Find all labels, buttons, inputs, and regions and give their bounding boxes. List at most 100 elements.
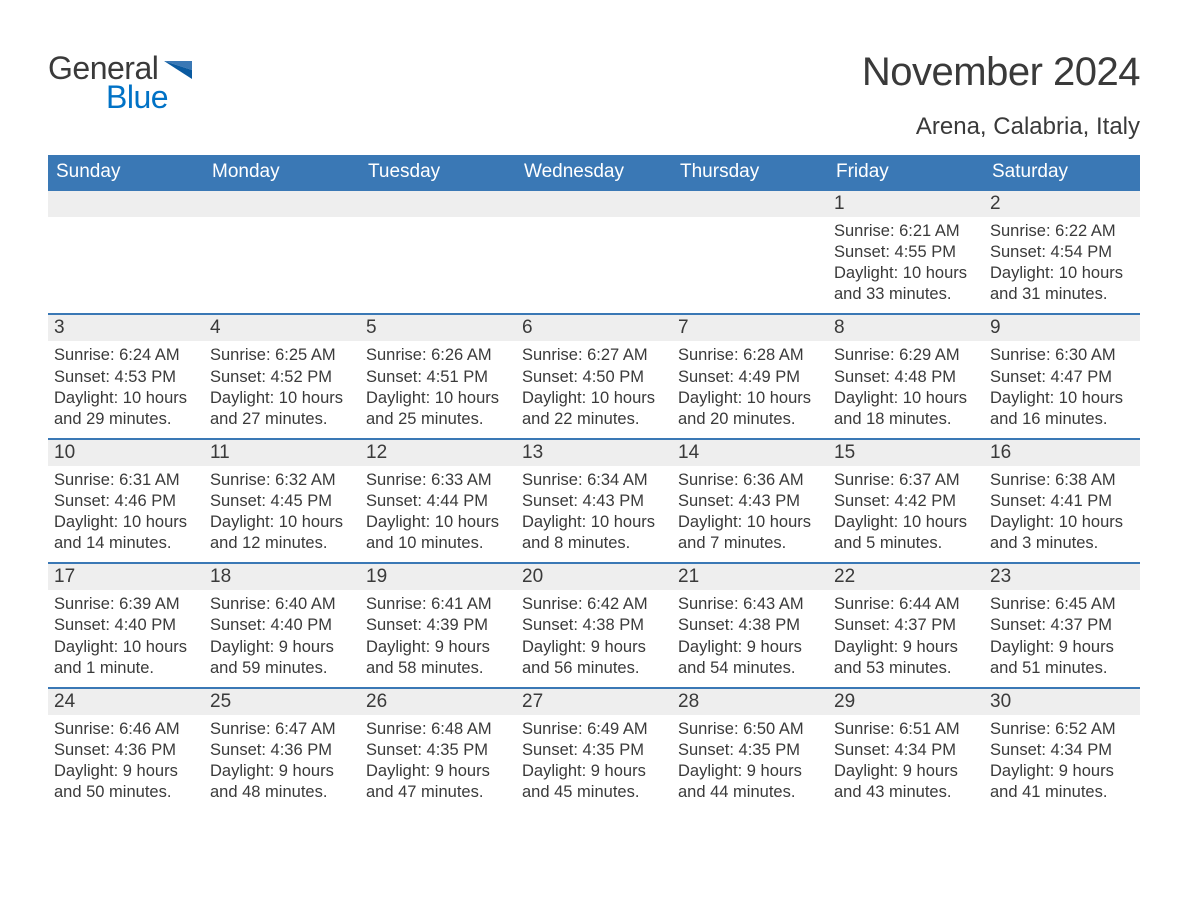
daylight-text: Daylight: 9 hours and 45 minutes.: [522, 761, 666, 803]
day-number: 27: [516, 689, 672, 715]
header: General Blue November 2024 Arena, Calabr…: [48, 50, 1140, 141]
day-cell: 5Sunrise: 6:26 AMSunset: 4:51 PMDaylight…: [360, 315, 516, 437]
day-number: 1: [828, 191, 984, 217]
day-content: Sunrise: 6:25 AMSunset: 4:52 PMDaylight:…: [204, 341, 360, 437]
daylight-text: Daylight: 10 hours and 18 minutes.: [834, 388, 978, 430]
daylight-text: Daylight: 9 hours and 41 minutes.: [990, 761, 1134, 803]
logo-blue-text: Blue: [106, 79, 168, 116]
day-number: 29: [828, 689, 984, 715]
daylight-text: Daylight: 9 hours and 59 minutes.: [210, 637, 354, 679]
sunset-text: Sunset: 4:36 PM: [210, 740, 354, 761]
sunrise-text: Sunrise: 6:48 AM: [366, 719, 510, 740]
sunrise-text: Sunrise: 6:27 AM: [522, 345, 666, 366]
daylight-text: Daylight: 10 hours and 12 minutes.: [210, 512, 354, 554]
sunrise-text: Sunrise: 6:40 AM: [210, 594, 354, 615]
day-number: 17: [48, 564, 204, 590]
daylight-text: Daylight: 9 hours and 43 minutes.: [834, 761, 978, 803]
weekday-header: Wednesday: [516, 155, 672, 189]
day-cell: 11Sunrise: 6:32 AMSunset: 4:45 PMDayligh…: [204, 440, 360, 562]
day-number: [672, 191, 828, 217]
sunrise-text: Sunrise: 6:36 AM: [678, 470, 822, 491]
sunset-text: Sunset: 4:37 PM: [990, 615, 1134, 636]
day-number: 30: [984, 689, 1140, 715]
day-content: Sunrise: 6:44 AMSunset: 4:37 PMDaylight:…: [828, 590, 984, 686]
day-number: 11: [204, 440, 360, 466]
sunset-text: Sunset: 4:38 PM: [522, 615, 666, 636]
day-content: Sunrise: 6:31 AMSunset: 4:46 PMDaylight:…: [48, 466, 204, 562]
daylight-text: Daylight: 10 hours and 27 minutes.: [210, 388, 354, 430]
sunset-text: Sunset: 4:52 PM: [210, 367, 354, 388]
daylight-text: Daylight: 10 hours and 16 minutes.: [990, 388, 1134, 430]
day-number: 28: [672, 689, 828, 715]
day-number: [204, 191, 360, 217]
day-content: Sunrise: 6:37 AMSunset: 4:42 PMDaylight:…: [828, 466, 984, 562]
sunset-text: Sunset: 4:49 PM: [678, 367, 822, 388]
daylight-text: Daylight: 10 hours and 7 minutes.: [678, 512, 822, 554]
day-cell: 4Sunrise: 6:25 AMSunset: 4:52 PMDaylight…: [204, 315, 360, 437]
sunrise-text: Sunrise: 6:46 AM: [54, 719, 198, 740]
week-row: 17Sunrise: 6:39 AMSunset: 4:40 PMDayligh…: [48, 562, 1140, 686]
week-row: 1Sunrise: 6:21 AMSunset: 4:55 PMDaylight…: [48, 189, 1140, 313]
sunset-text: Sunset: 4:41 PM: [990, 491, 1134, 512]
day-content: Sunrise: 6:48 AMSunset: 4:35 PMDaylight:…: [360, 715, 516, 811]
daylight-text: Daylight: 10 hours and 14 minutes.: [54, 512, 198, 554]
day-content: Sunrise: 6:24 AMSunset: 4:53 PMDaylight:…: [48, 341, 204, 437]
day-content: Sunrise: 6:40 AMSunset: 4:40 PMDaylight:…: [204, 590, 360, 686]
daylight-text: Daylight: 10 hours and 31 minutes.: [990, 263, 1134, 305]
sunrise-text: Sunrise: 6:28 AM: [678, 345, 822, 366]
daylight-text: Daylight: 9 hours and 50 minutes.: [54, 761, 198, 803]
sunrise-text: Sunrise: 6:39 AM: [54, 594, 198, 615]
day-cell: 17Sunrise: 6:39 AMSunset: 4:40 PMDayligh…: [48, 564, 204, 686]
sunset-text: Sunset: 4:45 PM: [210, 491, 354, 512]
calendar: Sunday Monday Tuesday Wednesday Thursday…: [48, 155, 1140, 811]
day-number: 10: [48, 440, 204, 466]
sunset-text: Sunset: 4:54 PM: [990, 242, 1134, 263]
day-cell: 21Sunrise: 6:43 AMSunset: 4:38 PMDayligh…: [672, 564, 828, 686]
day-number: [48, 191, 204, 217]
day-cell: 16Sunrise: 6:38 AMSunset: 4:41 PMDayligh…: [984, 440, 1140, 562]
sunset-text: Sunset: 4:40 PM: [54, 615, 198, 636]
day-cell: 15Sunrise: 6:37 AMSunset: 4:42 PMDayligh…: [828, 440, 984, 562]
day-cell: 23Sunrise: 6:45 AMSunset: 4:37 PMDayligh…: [984, 564, 1140, 686]
logo: General Blue: [48, 50, 192, 116]
day-number: 12: [360, 440, 516, 466]
day-content: Sunrise: 6:27 AMSunset: 4:50 PMDaylight:…: [516, 341, 672, 437]
sunrise-text: Sunrise: 6:30 AM: [990, 345, 1134, 366]
sunset-text: Sunset: 4:44 PM: [366, 491, 510, 512]
day-cell: 26Sunrise: 6:48 AMSunset: 4:35 PMDayligh…: [360, 689, 516, 811]
weekday-header: Sunday: [48, 155, 204, 189]
day-number: [516, 191, 672, 217]
sunset-text: Sunset: 4:36 PM: [54, 740, 198, 761]
daylight-text: Daylight: 10 hours and 5 minutes.: [834, 512, 978, 554]
day-number: 23: [984, 564, 1140, 590]
sunset-text: Sunset: 4:35 PM: [366, 740, 510, 761]
day-number: [360, 191, 516, 217]
day-cell: 19Sunrise: 6:41 AMSunset: 4:39 PMDayligh…: [360, 564, 516, 686]
day-number: 2: [984, 191, 1140, 217]
daylight-text: Daylight: 10 hours and 29 minutes.: [54, 388, 198, 430]
day-number: 25: [204, 689, 360, 715]
sunset-text: Sunset: 4:34 PM: [990, 740, 1134, 761]
sunset-text: Sunset: 4:35 PM: [522, 740, 666, 761]
day-content: Sunrise: 6:32 AMSunset: 4:45 PMDaylight:…: [204, 466, 360, 562]
sunset-text: Sunset: 4:50 PM: [522, 367, 666, 388]
day-cell: 1Sunrise: 6:21 AMSunset: 4:55 PMDaylight…: [828, 191, 984, 313]
weekday-header: Tuesday: [360, 155, 516, 189]
sunrise-text: Sunrise: 6:31 AM: [54, 470, 198, 491]
day-number: 9: [984, 315, 1140, 341]
sunrise-text: Sunrise: 6:24 AM: [54, 345, 198, 366]
day-cell: 9 Sunrise: 6:30 AMSunset: 4:47 PMDaylight…: [984, 315, 1140, 437]
day-content: Sunrise: 6:52 AMSunset: 4:34 PMDaylight:…: [984, 715, 1140, 811]
day-number: 6: [516, 315, 672, 341]
day-number: 18: [204, 564, 360, 590]
day-cell: 18Sunrise: 6:40 AMSunset: 4:40 PMDayligh…: [204, 564, 360, 686]
day-number: 4: [204, 315, 360, 341]
weekday-header: Friday: [828, 155, 984, 189]
sunset-text: Sunset: 4:38 PM: [678, 615, 822, 636]
day-cell: 20Sunrise: 6:42 AMSunset: 4:38 PMDayligh…: [516, 564, 672, 686]
day-content: Sunrise: 6:46 AMSunset: 4:36 PMDaylight:…: [48, 715, 204, 811]
sunset-text: Sunset: 4:47 PM: [990, 367, 1134, 388]
day-content: Sunrise: 6:28 AMSunset: 4:49 PMDaylight:…: [672, 341, 828, 437]
sunset-text: Sunset: 4:40 PM: [210, 615, 354, 636]
day-number: 19: [360, 564, 516, 590]
